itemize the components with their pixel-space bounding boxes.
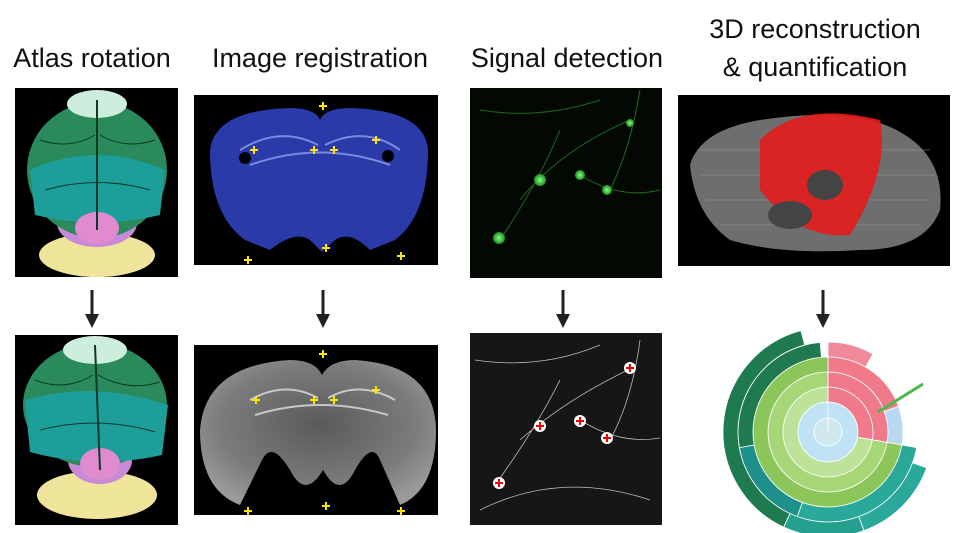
section-image xyxy=(194,345,438,515)
panel-title: & quantification xyxy=(723,52,908,82)
landmark xyxy=(244,256,252,264)
detection-image xyxy=(470,333,662,525)
panel-title: Signal detection xyxy=(471,43,663,73)
landmark-markers xyxy=(244,102,405,515)
landmark xyxy=(310,396,318,404)
landmark xyxy=(319,350,327,358)
fluorescence-image xyxy=(470,88,662,278)
section-image xyxy=(194,95,438,265)
sunburst-diagram xyxy=(722,330,928,533)
landmark xyxy=(397,507,405,515)
landmark xyxy=(330,146,338,154)
detection-marker xyxy=(576,417,584,425)
landmark xyxy=(252,396,260,404)
panel-title: Atlas rotation xyxy=(13,43,171,73)
landmark xyxy=(322,502,330,510)
sunburst-segment xyxy=(722,330,806,528)
sunburst-spike xyxy=(877,382,924,414)
detection-marker xyxy=(603,434,611,442)
atlas-image xyxy=(15,88,178,277)
landmark xyxy=(330,396,338,404)
arrows xyxy=(85,290,830,328)
detection-marker xyxy=(495,479,503,487)
landmark xyxy=(372,136,380,144)
detection-marker xyxy=(626,364,634,372)
atlas-image xyxy=(15,335,178,525)
arrow-head xyxy=(816,314,830,328)
landmark xyxy=(322,244,330,252)
landmark xyxy=(372,386,380,394)
landmark xyxy=(397,252,405,260)
landmark xyxy=(319,102,327,110)
arrow-head xyxy=(316,314,330,328)
panel-title: Image registration xyxy=(212,43,428,73)
landmark xyxy=(250,146,258,154)
arrow-head xyxy=(85,314,99,328)
reconstruction-image xyxy=(678,95,950,266)
landmark xyxy=(244,507,252,515)
landmark xyxy=(310,146,318,154)
sunburst-segment xyxy=(827,341,874,368)
arrow-head xyxy=(556,314,570,328)
detection-marker xyxy=(536,422,544,430)
panel-title: 3D reconstruction xyxy=(709,14,921,44)
